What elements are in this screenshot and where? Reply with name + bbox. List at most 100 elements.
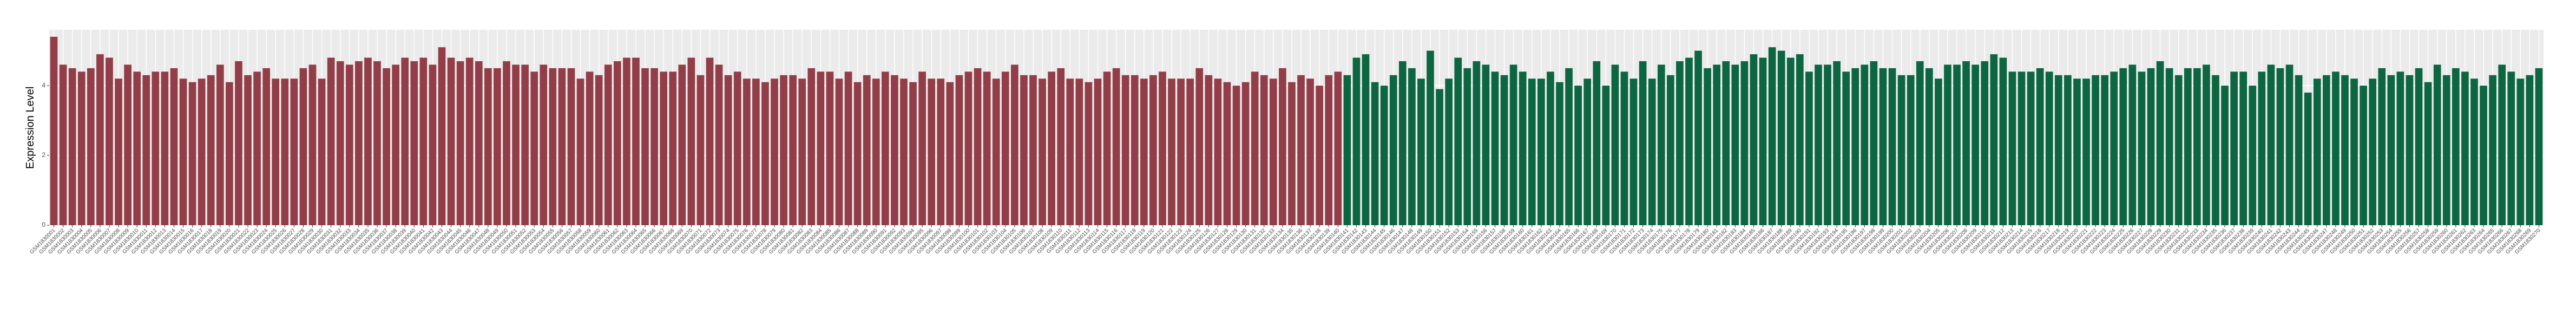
bar (2036, 68, 2044, 226)
bar (1777, 50, 1785, 225)
bar (1057, 68, 1065, 226)
bar (1704, 68, 1711, 226)
bar (2184, 68, 2192, 226)
bar (1759, 57, 1767, 226)
bar (318, 78, 326, 225)
bar (1593, 61, 1601, 226)
bar (512, 64, 520, 225)
bar (1408, 68, 1416, 226)
bar (253, 71, 261, 225)
bar (1214, 78, 1222, 225)
bar (937, 78, 945, 225)
bar (1473, 61, 1481, 226)
bar (1805, 71, 1813, 225)
bar (96, 54, 104, 225)
bar (1205, 75, 1213, 225)
bar (1815, 64, 1822, 225)
bar (401, 57, 409, 226)
bar (604, 64, 612, 225)
bar (733, 71, 741, 225)
bar (2424, 82, 2432, 226)
bar (844, 71, 852, 225)
bar (410, 61, 418, 226)
bar (632, 57, 640, 226)
bar (1269, 78, 1277, 225)
bar (1629, 78, 1638, 225)
bar (2433, 64, 2441, 225)
bar (1306, 78, 1314, 225)
bar (2535, 68, 2543, 226)
bar (419, 57, 428, 226)
bar (2008, 71, 2016, 225)
bar (2212, 75, 2219, 225)
y-tick-label: 2 (42, 151, 45, 159)
bar (2276, 68, 2284, 226)
bar (1953, 64, 1961, 225)
bar (974, 68, 982, 226)
bar (1445, 78, 1453, 225)
bar (2526, 75, 2534, 225)
bar (1417, 78, 1425, 225)
bar (1389, 75, 1397, 225)
bar (1990, 54, 1998, 225)
bar (2332, 71, 2340, 225)
bar (345, 64, 353, 225)
bar (392, 64, 399, 225)
bar (198, 78, 206, 225)
bar (2415, 68, 2423, 226)
bar (992, 78, 1000, 225)
bar (2507, 71, 2515, 225)
bar (1731, 64, 1739, 225)
bar (1999, 57, 2007, 226)
bar (724, 75, 732, 225)
bar (1676, 61, 1684, 226)
bar (447, 57, 455, 226)
bar (742, 78, 751, 225)
bar (789, 75, 797, 225)
bar (900, 78, 908, 225)
bar (2369, 78, 2377, 225)
bar (1482, 64, 1490, 225)
bar (964, 71, 972, 225)
bar (715, 64, 723, 225)
bar (2341, 75, 2349, 225)
bar (1537, 78, 1545, 225)
bar (1352, 57, 1361, 226)
bar (2304, 93, 2312, 225)
bar (1565, 68, 1573, 226)
bar (235, 61, 242, 226)
bar (567, 68, 575, 226)
bar (327, 57, 335, 226)
bar (2480, 86, 2487, 225)
bar (1500, 75, 1508, 225)
bar (1039, 78, 1046, 225)
bar (475, 61, 483, 226)
bar (678, 64, 686, 225)
bar (2174, 75, 2183, 225)
bar (696, 75, 705, 225)
bar (1140, 78, 1148, 225)
bar (438, 47, 446, 225)
bar (918, 71, 926, 225)
bar (1509, 64, 1517, 225)
bar (503, 61, 510, 226)
bar (928, 78, 936, 225)
bar (540, 64, 548, 225)
bar (2461, 71, 2469, 225)
bar (2230, 71, 2238, 225)
bar (1888, 68, 1896, 226)
bar (87, 68, 95, 226)
bar (1371, 82, 1379, 226)
bar (1066, 78, 1074, 225)
bar (2360, 86, 2367, 225)
bar (124, 64, 132, 225)
bar (1085, 82, 1093, 226)
bar (2249, 86, 2257, 225)
bar (983, 71, 991, 225)
bar (364, 57, 372, 226)
bar (882, 71, 889, 225)
bar (2082, 78, 2090, 225)
bar (595, 75, 603, 225)
bar (586, 71, 594, 225)
